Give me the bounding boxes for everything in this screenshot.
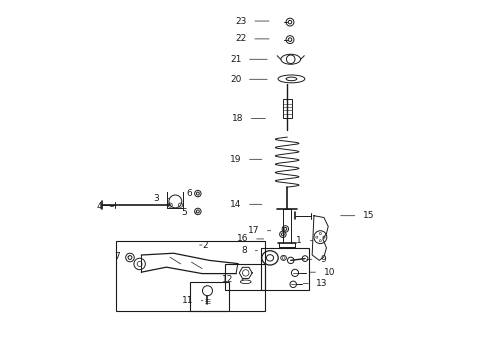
Text: 5: 5: [181, 208, 187, 217]
Text: 8: 8: [242, 246, 247, 255]
Text: 3: 3: [153, 194, 159, 203]
Text: 4: 4: [97, 202, 102, 211]
Bar: [261, 248, 309, 290]
Text: 15: 15: [363, 211, 374, 220]
Text: 6: 6: [186, 189, 192, 198]
Text: 21: 21: [230, 55, 242, 64]
Text: 12: 12: [222, 275, 234, 284]
Bar: [116, 241, 265, 311]
Text: 23: 23: [235, 17, 247, 26]
Text: 22: 22: [236, 35, 247, 44]
Bar: [225, 264, 265, 290]
Text: 17: 17: [248, 226, 259, 235]
Text: 14: 14: [230, 200, 242, 209]
Text: 18: 18: [232, 114, 243, 123]
Text: 20: 20: [230, 75, 242, 84]
Bar: [190, 282, 229, 311]
Text: 9: 9: [320, 255, 326, 264]
Text: 13: 13: [317, 279, 328, 288]
Text: 7: 7: [114, 252, 120, 261]
Bar: [283, 99, 292, 118]
Text: 11: 11: [182, 296, 193, 305]
Text: 10: 10: [323, 268, 335, 277]
Text: 19: 19: [230, 155, 242, 164]
Text: 1: 1: [296, 236, 302, 245]
Text: 16: 16: [237, 234, 248, 243]
Text: 2: 2: [202, 240, 208, 249]
